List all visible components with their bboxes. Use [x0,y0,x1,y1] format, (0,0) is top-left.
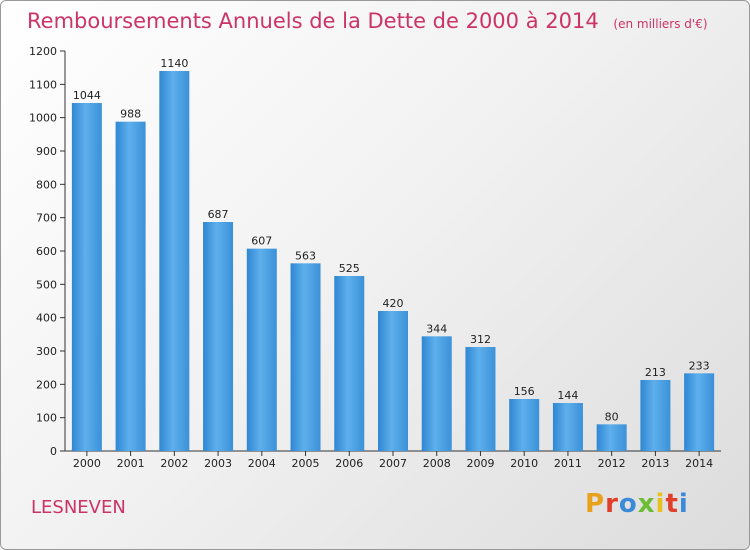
logo-letter: i [678,489,689,519]
bar [159,71,190,451]
x-tick-label: 2013 [641,457,669,470]
bar-value-label: 687 [208,208,229,221]
bar-value-label: 420 [383,297,404,310]
bar [71,103,102,451]
bar-value-label: 988 [120,108,141,121]
bar-value-label: 233 [689,359,710,372]
bar-value-label: 607 [251,235,272,248]
bars: 1044 988 1140 687 607 563 525 420 344 312 156 144 80… [71,57,715,452]
bar-value-label: 525 [339,262,360,275]
logo-letter: t [665,489,679,519]
bar-value-label: 80 [605,410,619,423]
x-tick-label: 2007 [379,457,407,470]
bar [465,347,496,451]
y-tick-label: 400 [36,312,57,325]
bar [509,399,540,451]
bar-value-label: 213 [645,366,666,379]
y-tick-label: 1000 [29,112,57,125]
bar [290,263,321,451]
y-tick-label: 700 [36,212,57,225]
y-tick-label: 300 [36,345,57,358]
x-tick-label: 2008 [423,457,451,470]
x-tick-label: 2012 [598,457,626,470]
x-tick-label: 2006 [335,457,363,470]
logo-letter: i [655,489,666,519]
bar [684,373,715,451]
x-tick-label: 2003 [204,457,232,470]
y-tick-label: 200 [36,378,57,391]
chart-title: Remboursements Annuels de la Dette de 20… [27,9,599,33]
y-tick-label: 600 [36,245,57,258]
logo-letter: o [618,489,638,519]
bar [246,248,277,451]
bar-value-label: 344 [426,322,447,335]
proxiti-logo[interactable]: Proxiti [585,489,689,519]
y-tick-label: 500 [36,278,57,291]
y-tick-label: 100 [36,412,57,425]
bar [203,222,234,451]
y-tick-label: 1100 [29,78,57,91]
x-tick-label: 2010 [510,457,538,470]
x-tick-label: 2000 [73,457,101,470]
x-tick-label: 2005 [292,457,320,470]
y-tick-label: 800 [36,178,57,191]
bar-value-label: 563 [295,249,316,262]
bar-value-label: 312 [470,333,491,346]
chart-title-block: Remboursements Annuels de la Dette de 20… [27,9,708,33]
x-tick-label: 2001 [117,457,145,470]
bar [334,276,365,451]
x-tick-label: 2011 [554,457,582,470]
bar [640,380,671,451]
y-tick-label: 0 [50,445,57,458]
y-tick-label: 1200 [29,45,57,58]
town-name: LESNEVEN [31,497,126,518]
bar-value-label: 144 [557,389,578,402]
bar [596,424,627,451]
bar-value-label: 1044 [73,89,101,102]
logo-letter: x [637,489,656,519]
x-tick-label: 2004 [248,457,276,470]
logo-letter: r [605,489,619,519]
bar [115,121,146,452]
axes: 0 100 200 300 400 500 600 700 800 900 1000 1100 1200… [29,45,721,470]
logo-letter: P [585,489,606,519]
x-tick-label: 2014 [685,457,713,470]
x-tick-label: 2009 [466,457,494,470]
chart-subtitle: (en milliers d'€) [613,17,708,31]
x-tick-label: 2002 [160,457,188,470]
bar [378,311,408,451]
bar [552,403,583,451]
bar [421,336,452,451]
bar-value-label: 156 [514,385,535,398]
bar-value-label: 1140 [160,57,188,70]
y-tick-label: 900 [36,145,57,158]
